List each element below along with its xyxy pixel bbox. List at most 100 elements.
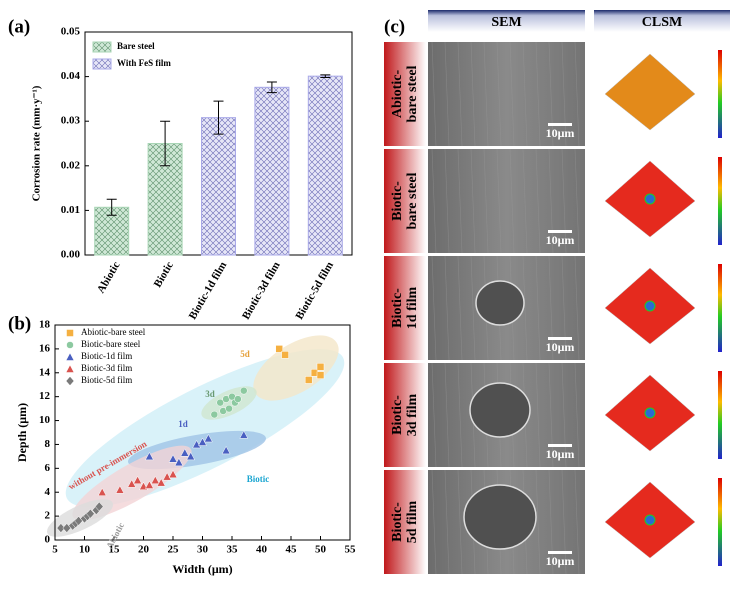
y-tick-label: 0.02 [61,159,81,171]
x-tick-label: 15 [109,544,121,556]
row-label: Biotic- [390,288,405,328]
y-tick-label: 0.00 [61,249,81,261]
sem-texture [535,41,541,147]
y-axis-label: Depth (μm) [15,403,29,462]
error-bar [160,120,171,167]
point [234,395,242,403]
sem-texture [548,362,554,468]
sem-texture [548,148,554,254]
y-tick-label: 4 [45,486,51,498]
legend-label: Biotic-3d film [81,363,132,373]
point [216,398,224,407]
sem-texture [457,41,463,147]
clsm-colorbar [718,50,722,138]
sem-texture [561,255,567,361]
y-tick-label: 0.04 [61,70,81,82]
sem-texture [431,148,437,254]
legend-label: Biotic-1d film [81,351,132,361]
scale-bar-label: 10μm [546,554,575,568]
y-tick-label: 12 [39,390,51,402]
column-header: CLSM [642,15,682,30]
point [203,433,213,443]
point [144,451,154,461]
point [65,364,75,373]
x-axis-label: Width (μm) [172,562,232,576]
sem-texture [444,469,450,575]
point [65,352,75,361]
sem-texture [535,255,541,361]
point [168,454,178,463]
y-tick-label: 0 [45,534,51,546]
scale-bar-label: 10μm [546,233,575,247]
sem-texture [457,469,463,575]
y-tick-label: 18 [39,319,51,331]
column-header: SEM [491,15,521,30]
point [174,457,184,467]
sem-texture [470,255,476,361]
point [281,351,289,359]
row-label-box [384,42,426,146]
x-tick-label: 55 [345,544,357,556]
sem-texture [574,469,580,575]
annotation: 1d [178,419,188,429]
legend-label: Abiotic-bare steel [81,327,146,337]
legend-label: Bare steel [117,41,155,51]
y-tick-label: 10 [39,414,51,426]
point [156,478,166,487]
annotation: 5d [240,349,250,359]
row-label-box [384,256,426,360]
point [115,485,125,494]
sem-image [428,42,585,146]
scale-bar [548,123,572,126]
row-label: bare steel [405,172,420,229]
row-label: bare steel [405,65,420,122]
sem-texture [561,362,567,468]
panel-label: (a) [8,16,30,37]
y-tick-label: 0.01 [61,204,80,216]
y-tick-label: 0.05 [61,26,81,38]
scale-bar-label: 10μm [546,340,575,354]
annotation: 3d [205,389,215,399]
sem-texture [548,255,554,361]
sem-texture [561,41,567,147]
sem-texture [574,362,580,468]
point [304,376,313,384]
y-tick-label: 0.03 [61,115,81,127]
clsm-pit [644,193,656,205]
clsm-pit [644,514,656,526]
row-label: Biotic- [390,181,405,221]
x-tick-label: 45 [286,544,298,556]
point [66,341,74,349]
clsm-colorbar [718,264,722,352]
scale-bar-label: 10μm [546,447,575,461]
annotation: Biotic [247,474,270,484]
clsm-colorbar [718,478,722,566]
point [168,469,178,479]
clsm-colorbar [718,371,722,459]
row-label: Biotic- [390,395,405,435]
x-tick-label: 35 [227,544,239,556]
sem-texture [444,255,450,361]
panel-label: (b) [8,313,31,334]
clsm-pit [644,300,656,312]
x-tick-label: 25 [168,544,180,556]
sem-texture [444,41,450,147]
column-header-bar [594,10,730,32]
pit [469,382,531,438]
point [94,501,104,512]
sem-texture [561,148,567,254]
x-tick-label: 40 [256,544,268,556]
sem-texture [548,469,554,575]
legend-label: Biotic-bare steel [81,339,141,349]
annotation: Abiotic [104,521,126,550]
row-label: Biotic- [390,502,405,542]
sem-texture [444,148,450,254]
row-label: 3d film [405,393,420,436]
scale-bar [548,337,572,340]
y-tick-label: 2 [45,510,51,522]
pit [475,280,525,326]
x-tick-label: 30 [197,544,209,556]
sem-texture [561,469,567,575]
legend-label: With FeS film [117,58,171,68]
clsm-surface [604,53,696,131]
